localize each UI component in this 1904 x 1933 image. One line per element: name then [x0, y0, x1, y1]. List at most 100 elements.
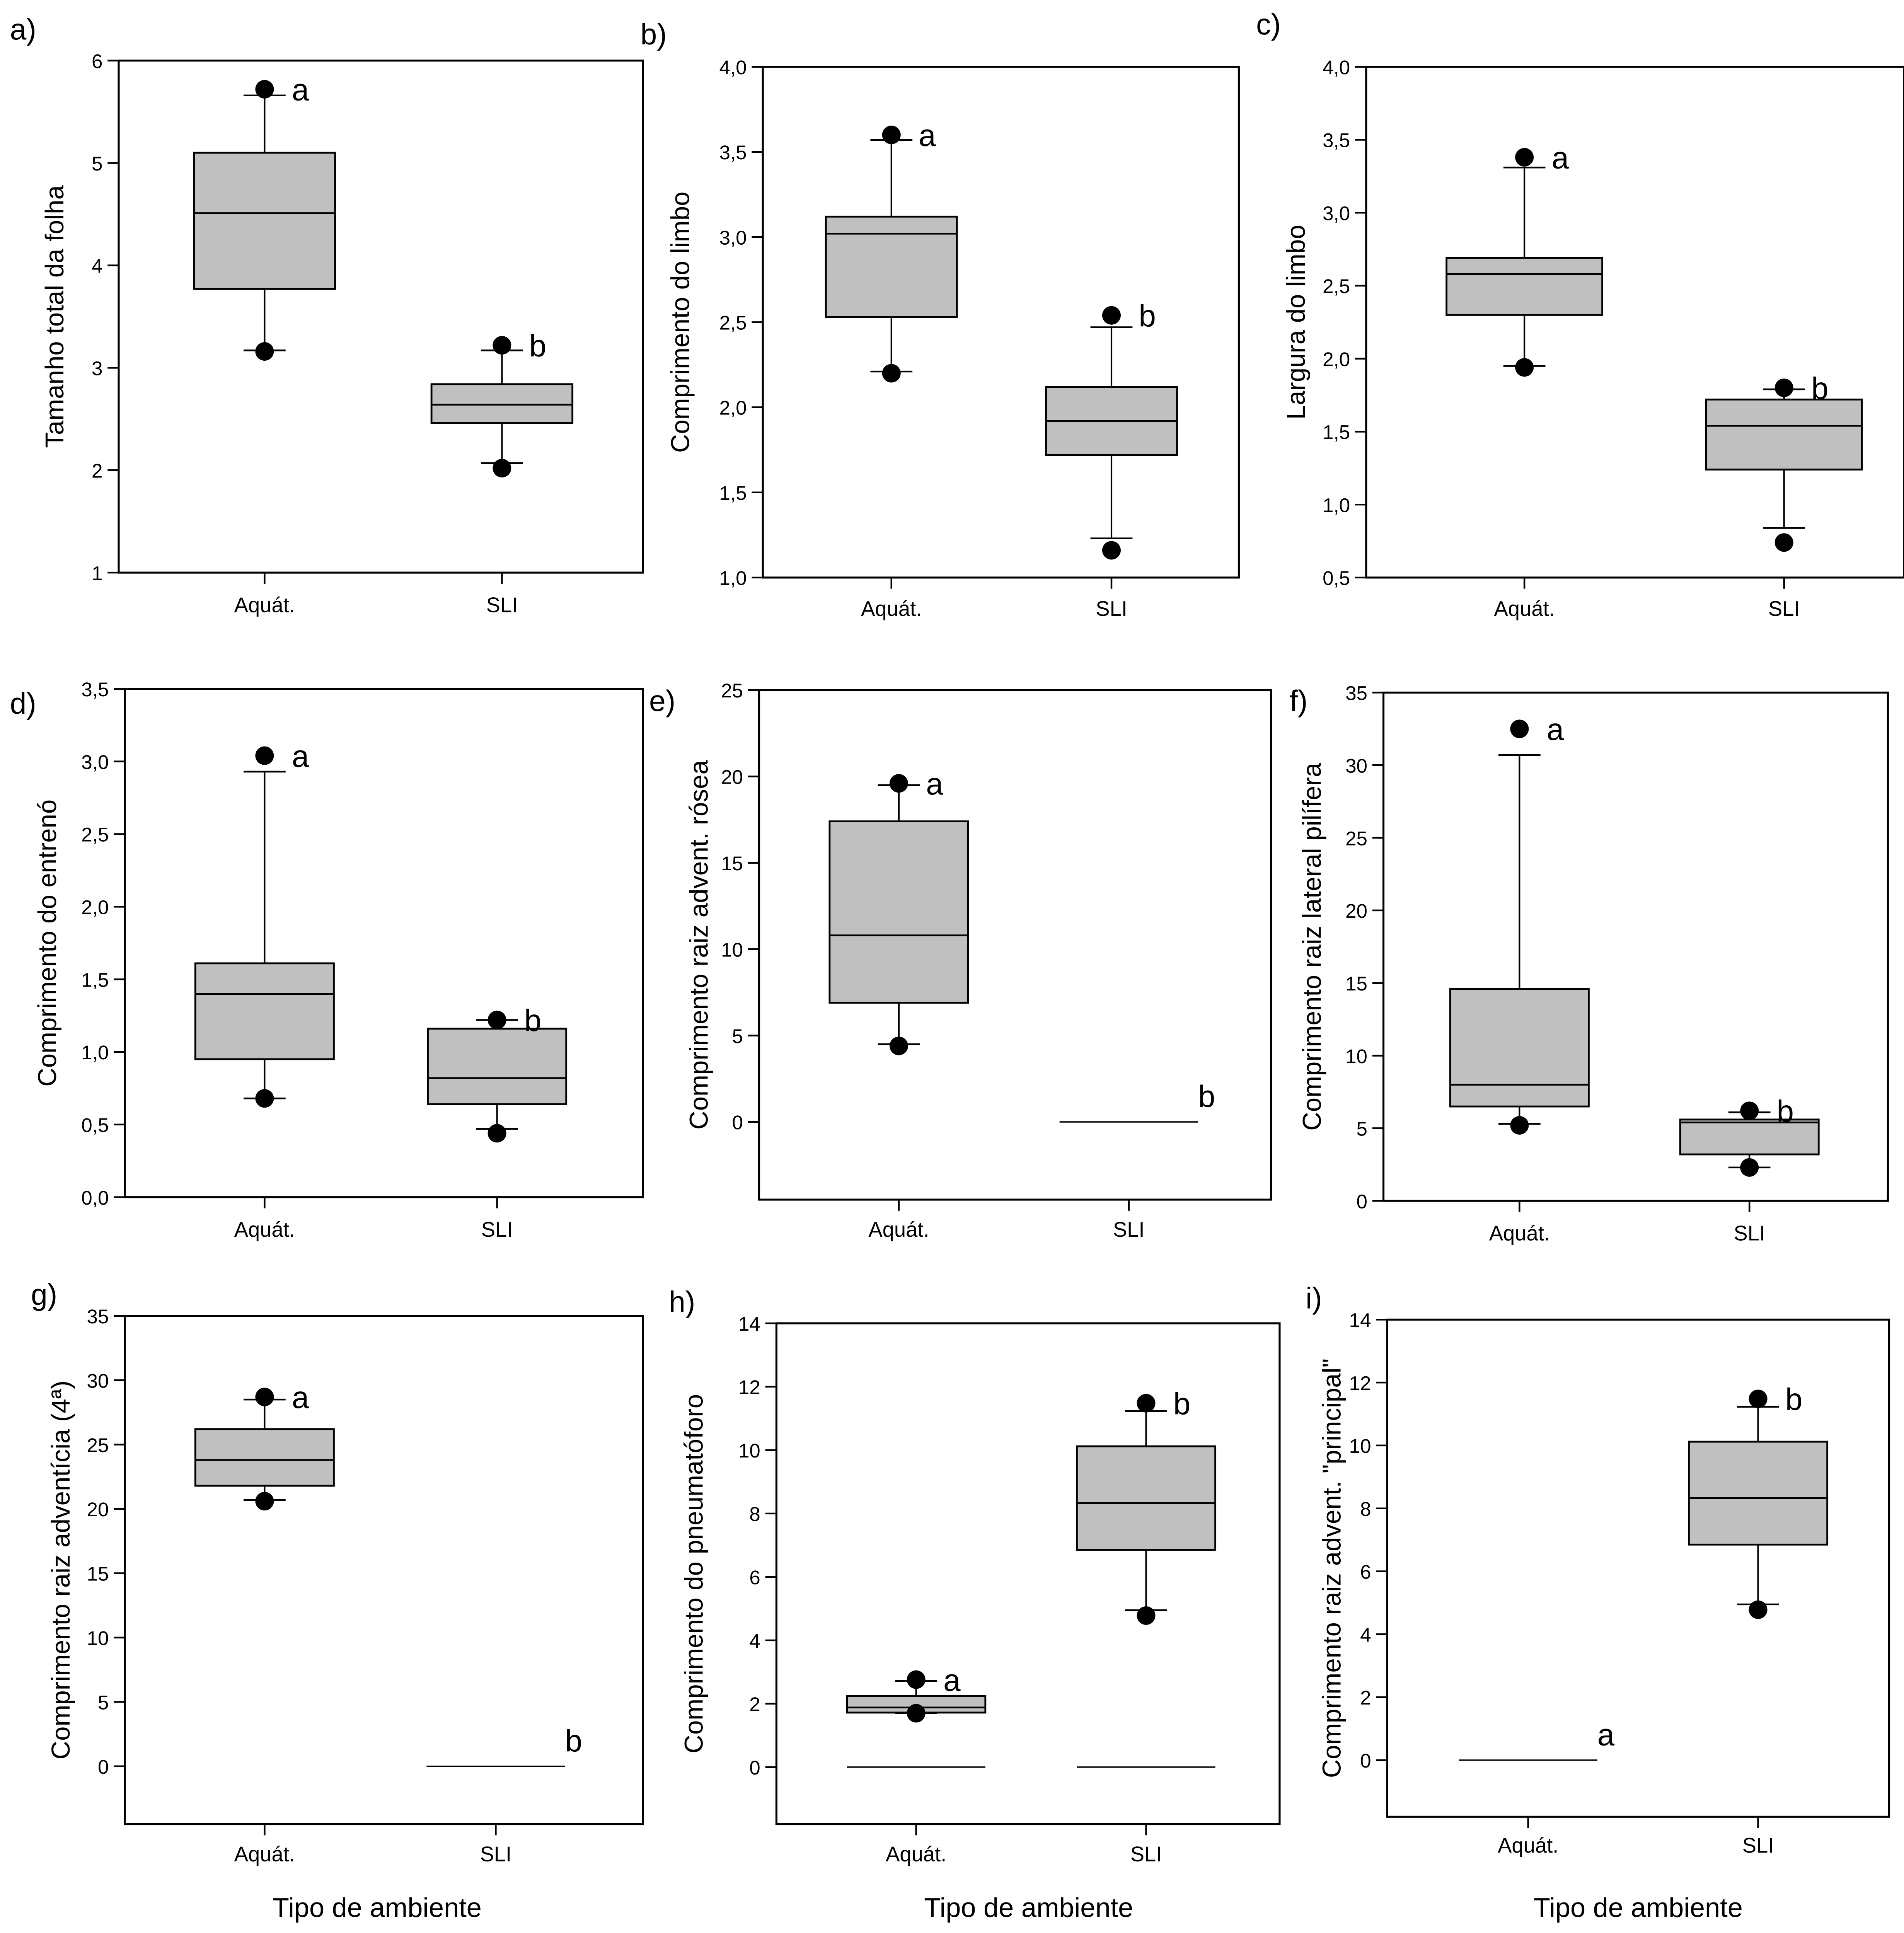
plot-frame: [124, 688, 644, 1198]
x-axis-title: Tipo de ambiente: [273, 1892, 482, 1923]
panel-label: f): [1290, 685, 1308, 718]
chart-panel-a: a) 1 2 3 4 5 6 Tamanho total da folha Aquát. SLI a…: [10, 13, 644, 617]
outlier-point: [1510, 719, 1529, 738]
outlier-point: [1749, 1600, 1768, 1619]
chart-panel-i: i) 0 2 4 6 8 10 12 14 Comprimento raiz advent. "p…: [1306, 1282, 1890, 1923]
x-category-label: Aquát.: [1489, 1222, 1550, 1245]
y-tick-label: 6: [1360, 1561, 1371, 1583]
box-series-sli: b: [426, 1723, 582, 1767]
outlier-point: [1515, 148, 1534, 167]
y-tick-label: 3,5: [81, 678, 109, 701]
y-tick-label: 3,5: [719, 141, 747, 164]
y-tick-label: 14: [738, 1313, 760, 1335]
box-series-sli: b: [1076, 1386, 1217, 1768]
y-tick-label: 10: [721, 939, 743, 961]
iqr-box: [193, 152, 336, 290]
significance-letter: b: [1173, 1386, 1190, 1421]
box-series-aquat: a: [194, 739, 335, 1108]
outlier-point: [255, 746, 274, 765]
y-tick-label: 35: [87, 1306, 109, 1328]
outlier-point: [1510, 1116, 1529, 1135]
y-tick-label: 0: [732, 1111, 743, 1134]
outlier-point: [1740, 1101, 1759, 1120]
y-tick-label: 1,0: [1323, 494, 1350, 516]
x-category-label: Aquát.: [234, 1218, 295, 1241]
outlier-point: [255, 1492, 274, 1511]
x-category-label: Aquát.: [234, 1842, 295, 1866]
y-tick-label: 3: [92, 358, 102, 380]
y-tick-label: 8: [749, 1503, 760, 1525]
significance-letter: b: [529, 329, 546, 363]
panel-label: i): [1306, 1282, 1322, 1315]
x-category-label: SLI: [480, 1842, 512, 1866]
outlier-point: [1137, 1394, 1156, 1413]
x-axis-title: Tipo de ambiente: [924, 1892, 1133, 1923]
y-tick-label: 3,0: [1323, 202, 1350, 224]
significance-letter: a: [292, 1380, 309, 1415]
box-series-sli: b: [1045, 299, 1178, 560]
y-tick-label: 2: [92, 460, 102, 482]
significance-letter: a: [919, 118, 936, 153]
iqr-box: [430, 383, 574, 424]
iqr-box: [1705, 399, 1863, 470]
y-tick-label: 3,0: [81, 751, 109, 773]
x-category-label: SLI: [1742, 1834, 1774, 1857]
y-tick-label: 15: [721, 852, 743, 874]
chart-panel-c: c) 0,5 1,0 1,5 2,0 2,5 3,0 3,5 4,0 Largura do lim…: [1256, 9, 1904, 620]
outlier-point: [255, 1089, 274, 1108]
panel-label: g): [31, 1278, 57, 1311]
y-tick-label: 6: [749, 1567, 760, 1589]
y-tick-label: 4: [749, 1630, 760, 1652]
significance-letter: b: [1198, 1079, 1215, 1114]
box-series-sli: b: [1688, 1382, 1829, 1619]
y-tick-label: 2,5: [719, 312, 747, 334]
box-series-sli: b: [1059, 1079, 1215, 1123]
box-series-aquat: a: [194, 1380, 335, 1511]
outlier-point: [488, 1011, 506, 1030]
y-tick-label: 20: [87, 1498, 109, 1520]
outlier-point: [889, 774, 908, 793]
y-tick-label: 25: [1345, 827, 1367, 849]
y-tick-label: 4: [1360, 1624, 1371, 1646]
iqr-box: [1076, 1445, 1217, 1551]
x-category-label: Aquát.: [868, 1218, 929, 1241]
y-tick-label: 0: [1357, 1190, 1367, 1212]
box-series-aquat: a: [1449, 712, 1590, 1135]
y-tick-label: 0: [98, 1756, 109, 1778]
y-tick-label: 0,0: [81, 1187, 109, 1209]
y-tick-label: 0,5: [1323, 567, 1350, 589]
y-tick-label: 1,0: [719, 567, 747, 589]
y-tick-label: 1: [92, 562, 102, 584]
y-tick-label: 5: [98, 1691, 109, 1713]
significance-letter: a: [292, 73, 309, 107]
significance-letter: b: [1777, 1094, 1794, 1128]
y-tick-label: 20: [1345, 900, 1367, 922]
y-tick-label: 10: [87, 1627, 109, 1649]
y-tick-label: 12: [738, 1376, 760, 1398]
outlier-point: [1137, 1606, 1156, 1625]
outlier-point: [1774, 378, 1793, 397]
outlier-point: [255, 1388, 274, 1406]
y-tick-label: 15: [87, 1563, 109, 1585]
y-axis-title: Comprimento raiz advent. rósea: [684, 760, 713, 1130]
plot-frame: [1386, 1318, 1890, 1818]
x-category-label: SLI: [1768, 597, 1800, 620]
y-tick-label: 5: [1357, 1118, 1367, 1140]
y-tick-label: 1,5: [1323, 421, 1350, 443]
chart-panel-b: b) 1,0 1,5 2,0 2,5 3,0 3,5 4,0 Comprimento do li…: [641, 18, 1240, 620]
y-tick-label: 12: [1349, 1372, 1371, 1394]
y-tick-label: 2,0: [1323, 348, 1350, 370]
box-series-sli: b: [430, 329, 574, 477]
plot-frame: [758, 689, 1272, 1201]
plot-frame: [762, 66, 1240, 579]
box-series-aquat: a: [828, 767, 969, 1055]
plot-frame: [118, 60, 644, 574]
x-category-label: SLI: [481, 1218, 513, 1241]
panel-label: b): [641, 18, 667, 51]
y-tick-label: 0: [1360, 1750, 1371, 1772]
y-tick-label: 3,0: [719, 227, 747, 249]
chart-panel-g: g) 0 5 10 15 20 25 30 35 Comprimento raiz adventí…: [31, 1278, 644, 1923]
y-tick-label: 14: [1349, 1309, 1371, 1331]
x-category-label: Aquát.: [861, 597, 922, 620]
